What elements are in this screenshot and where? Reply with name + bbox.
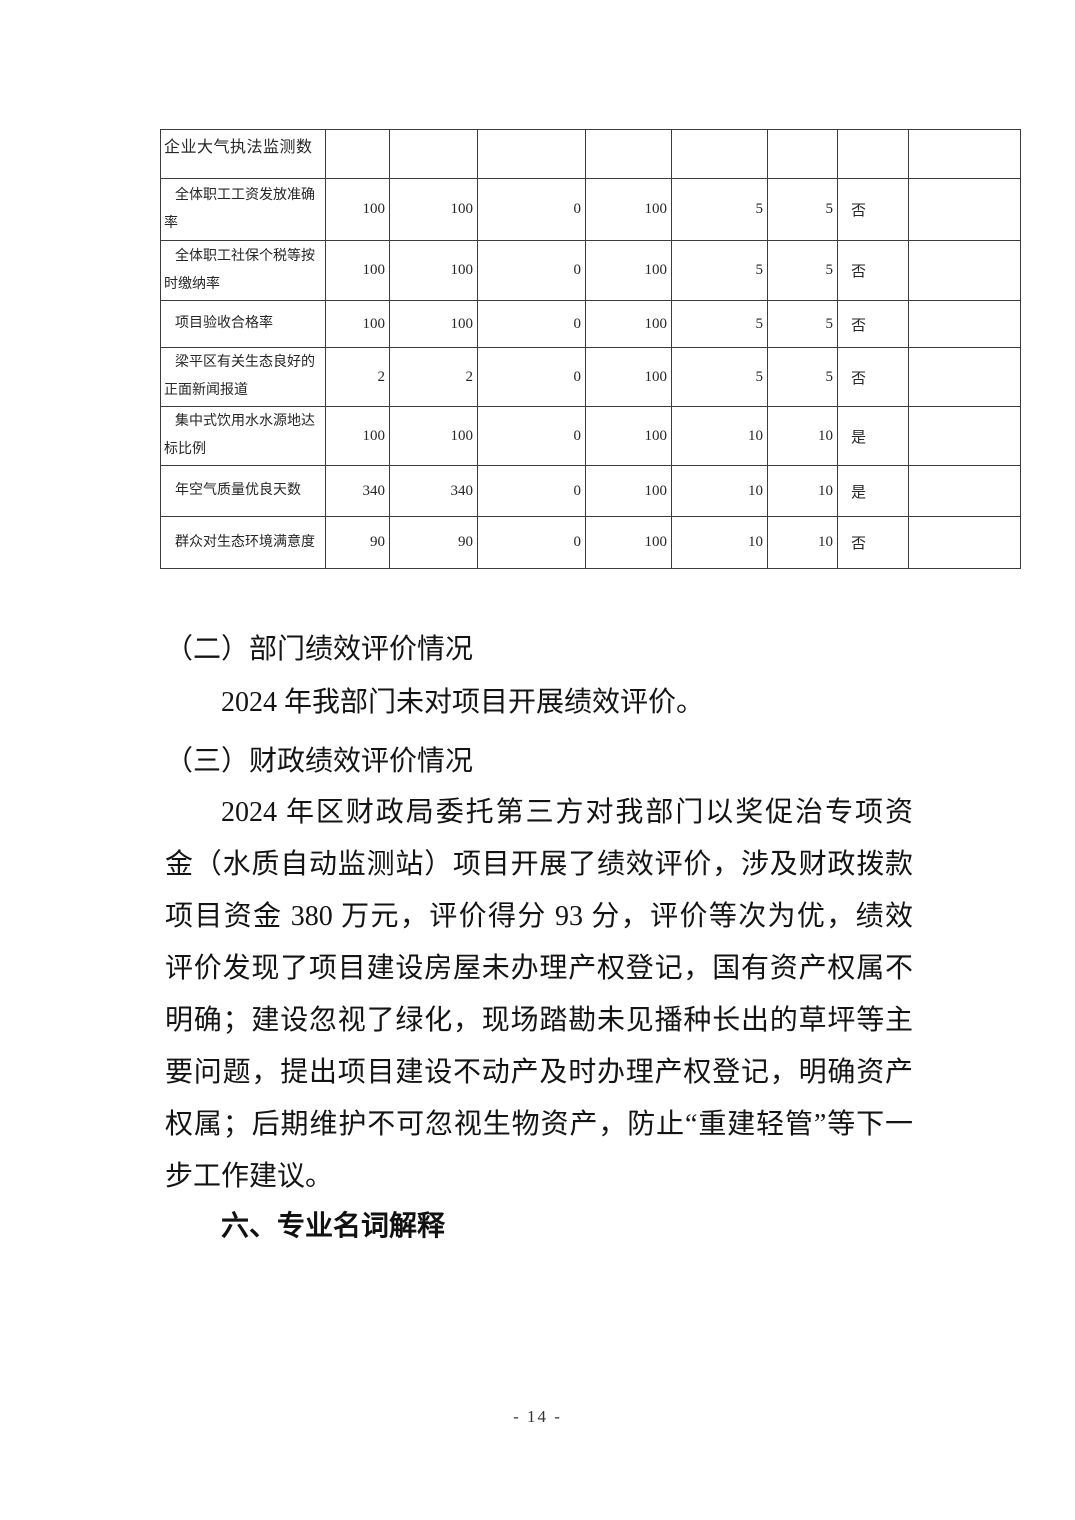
indicator-name-cell: 企业大气执法监测数 (160, 129, 326, 179)
table-row: 年空气质量优良天数 340 340 0 100 10 10 是 (160, 465, 1021, 517)
value-cell: 5 (767, 300, 838, 348)
value-cell: 100 (389, 178, 478, 241)
paragraph-line: 评价发现了项目建设房屋未办理产权登记，国有资产权属不 (165, 953, 913, 984)
value-cell: 否 (837, 240, 909, 301)
indicator-name-cell: 群众对生态环境满意度 (160, 516, 326, 569)
value-cell: 340 (325, 465, 390, 517)
value-cell (837, 129, 909, 179)
value-cell: 10 (767, 465, 838, 517)
paragraph-line: 要问题，提出项目建设不动产及时办理产权登记，明确资产 (165, 1057, 913, 1088)
value-cell (671, 129, 768, 179)
value-cell: 否 (837, 516, 909, 569)
value-cell: 100 (585, 516, 672, 569)
value-cell: 2 (325, 347, 390, 407)
indicator-name-cell: 项目验收合格率 (160, 300, 326, 348)
paragraph-line: 金（水质自动监测站）项目开展了绩效评价，涉及财政拨款 (165, 849, 913, 880)
value-cell: 是 (837, 465, 909, 517)
value-cell: 0 (477, 347, 586, 407)
paragraph-dept-evaluation: 2024 年我部门未对项目开展绩效评价。 (221, 687, 705, 718)
paragraph-line: 步工作建议。 (165, 1161, 334, 1192)
value-cell: 100 (325, 406, 390, 466)
empty-cell (908, 129, 1021, 179)
indicator-name-cell: 年空气质量优良天数 (160, 465, 326, 517)
indicator-name-cell: 集中式饮用水水源地达标比例 (160, 406, 326, 466)
section-heading-finance-evaluation: （三）财政绩效评价情况 (165, 746, 474, 777)
value-cell: 100 (585, 347, 672, 407)
paragraph-finance-evaluation: 2024 年区财政局委托第三方对我部门以奖促治专项资 金（水质自动监测站）项目开… (165, 787, 913, 1203)
empty-cell (908, 347, 1021, 407)
paragraph-line: 2024 年区财政局委托第三方对我部门以奖促治专项资 (221, 797, 913, 828)
value-cell: 2 (389, 347, 478, 407)
indicator-name-cell: 全体职工社保个税等按时缴纳率 (160, 240, 326, 301)
empty-cell (908, 516, 1021, 569)
value-cell: 90 (325, 516, 390, 569)
value-cell: 5 (671, 178, 768, 241)
value-cell: 100 (585, 300, 672, 348)
indicator-name-cell: 全体职工工资发放准确率 (160, 178, 326, 241)
paragraph-line: 权属；后期维护不可忽视生物资产，防止“重建轻管”等下一 (165, 1109, 913, 1140)
value-cell: 5 (767, 347, 838, 407)
value-cell: 100 (389, 240, 478, 301)
value-cell: 5 (767, 240, 838, 301)
value-cell: 100 (585, 178, 672, 241)
value-cell: 90 (389, 516, 478, 569)
value-cell: 10 (671, 406, 768, 466)
table-row: 群众对生态环境满意度 90 90 0 100 10 10 否 (160, 516, 1021, 569)
paragraph-line: 明确；建设忽视了绿化，现场踏勘未见播种长出的草坪等主 (165, 1005, 913, 1036)
value-cell: 100 (585, 406, 672, 466)
value-cell: 是 (837, 406, 909, 466)
value-cell: 100 (389, 406, 478, 466)
value-cell: 0 (477, 300, 586, 348)
value-cell: 5 (671, 240, 768, 301)
value-cell: 100 (585, 465, 672, 517)
value-cell: 5 (671, 300, 768, 348)
value-cell: 10 (767, 516, 838, 569)
table-row: 全体职工工资发放准确率 100 100 0 100 5 5 否 (160, 178, 1021, 241)
value-cell: 100 (325, 178, 390, 241)
value-cell (477, 129, 586, 179)
indicator-name-cell: 梁平区有关生态良好的正面新闻报道 (160, 347, 326, 407)
section-heading-terminology: 六、专业名词解释 (221, 1210, 446, 1241)
value-cell: 0 (477, 516, 586, 569)
value-cell: 100 (389, 300, 478, 348)
value-cell: 5 (671, 347, 768, 407)
table-row: 项目验收合格率 100 100 0 100 5 5 否 (160, 300, 1021, 348)
value-cell (389, 129, 478, 179)
value-cell: 5 (767, 178, 838, 241)
value-cell: 10 (671, 465, 768, 517)
value-cell: 340 (389, 465, 478, 517)
value-cell: 10 (767, 406, 838, 466)
value-cell: 0 (477, 240, 586, 301)
table-row: 全体职工社保个税等按时缴纳率 100 100 0 100 5 5 否 (160, 240, 1021, 301)
value-cell (325, 129, 390, 179)
empty-cell (908, 406, 1021, 466)
value-cell: 否 (837, 347, 909, 407)
empty-cell (908, 240, 1021, 301)
value-cell: 100 (325, 240, 390, 301)
table-row: 梁平区有关生态良好的正面新闻报道 2 2 0 100 5 5 否 (160, 347, 1021, 407)
table-row: 集中式饮用水水源地达标比例 100 100 0 100 10 10 是 (160, 406, 1021, 466)
value-cell: 100 (585, 240, 672, 301)
paragraph-line: 项目资金 380 万元，评价得分 93 分，评价等次为优，绩效 (165, 901, 913, 932)
section-heading-dept-evaluation: （二）部门绩效评价情况 (165, 634, 474, 665)
value-cell: 0 (477, 465, 586, 517)
page-number: - 14 - (513, 1407, 562, 1426)
empty-cell (908, 465, 1021, 517)
value-cell: 否 (837, 300, 909, 348)
value-cell: 0 (477, 406, 586, 466)
value-cell (585, 129, 672, 179)
value-cell: 100 (325, 300, 390, 348)
value-cell: 10 (671, 516, 768, 569)
empty-cell (908, 178, 1021, 241)
table-row: 企业大气执法监测数 (160, 129, 1021, 179)
empty-cell (908, 300, 1021, 348)
value-cell: 否 (837, 178, 909, 241)
value-cell (767, 129, 838, 179)
value-cell: 0 (477, 178, 586, 241)
performance-indicator-table: 企业大气执法监测数 全体职工工资发放准确率 100 100 0 100 5 5 … (160, 129, 1021, 569)
